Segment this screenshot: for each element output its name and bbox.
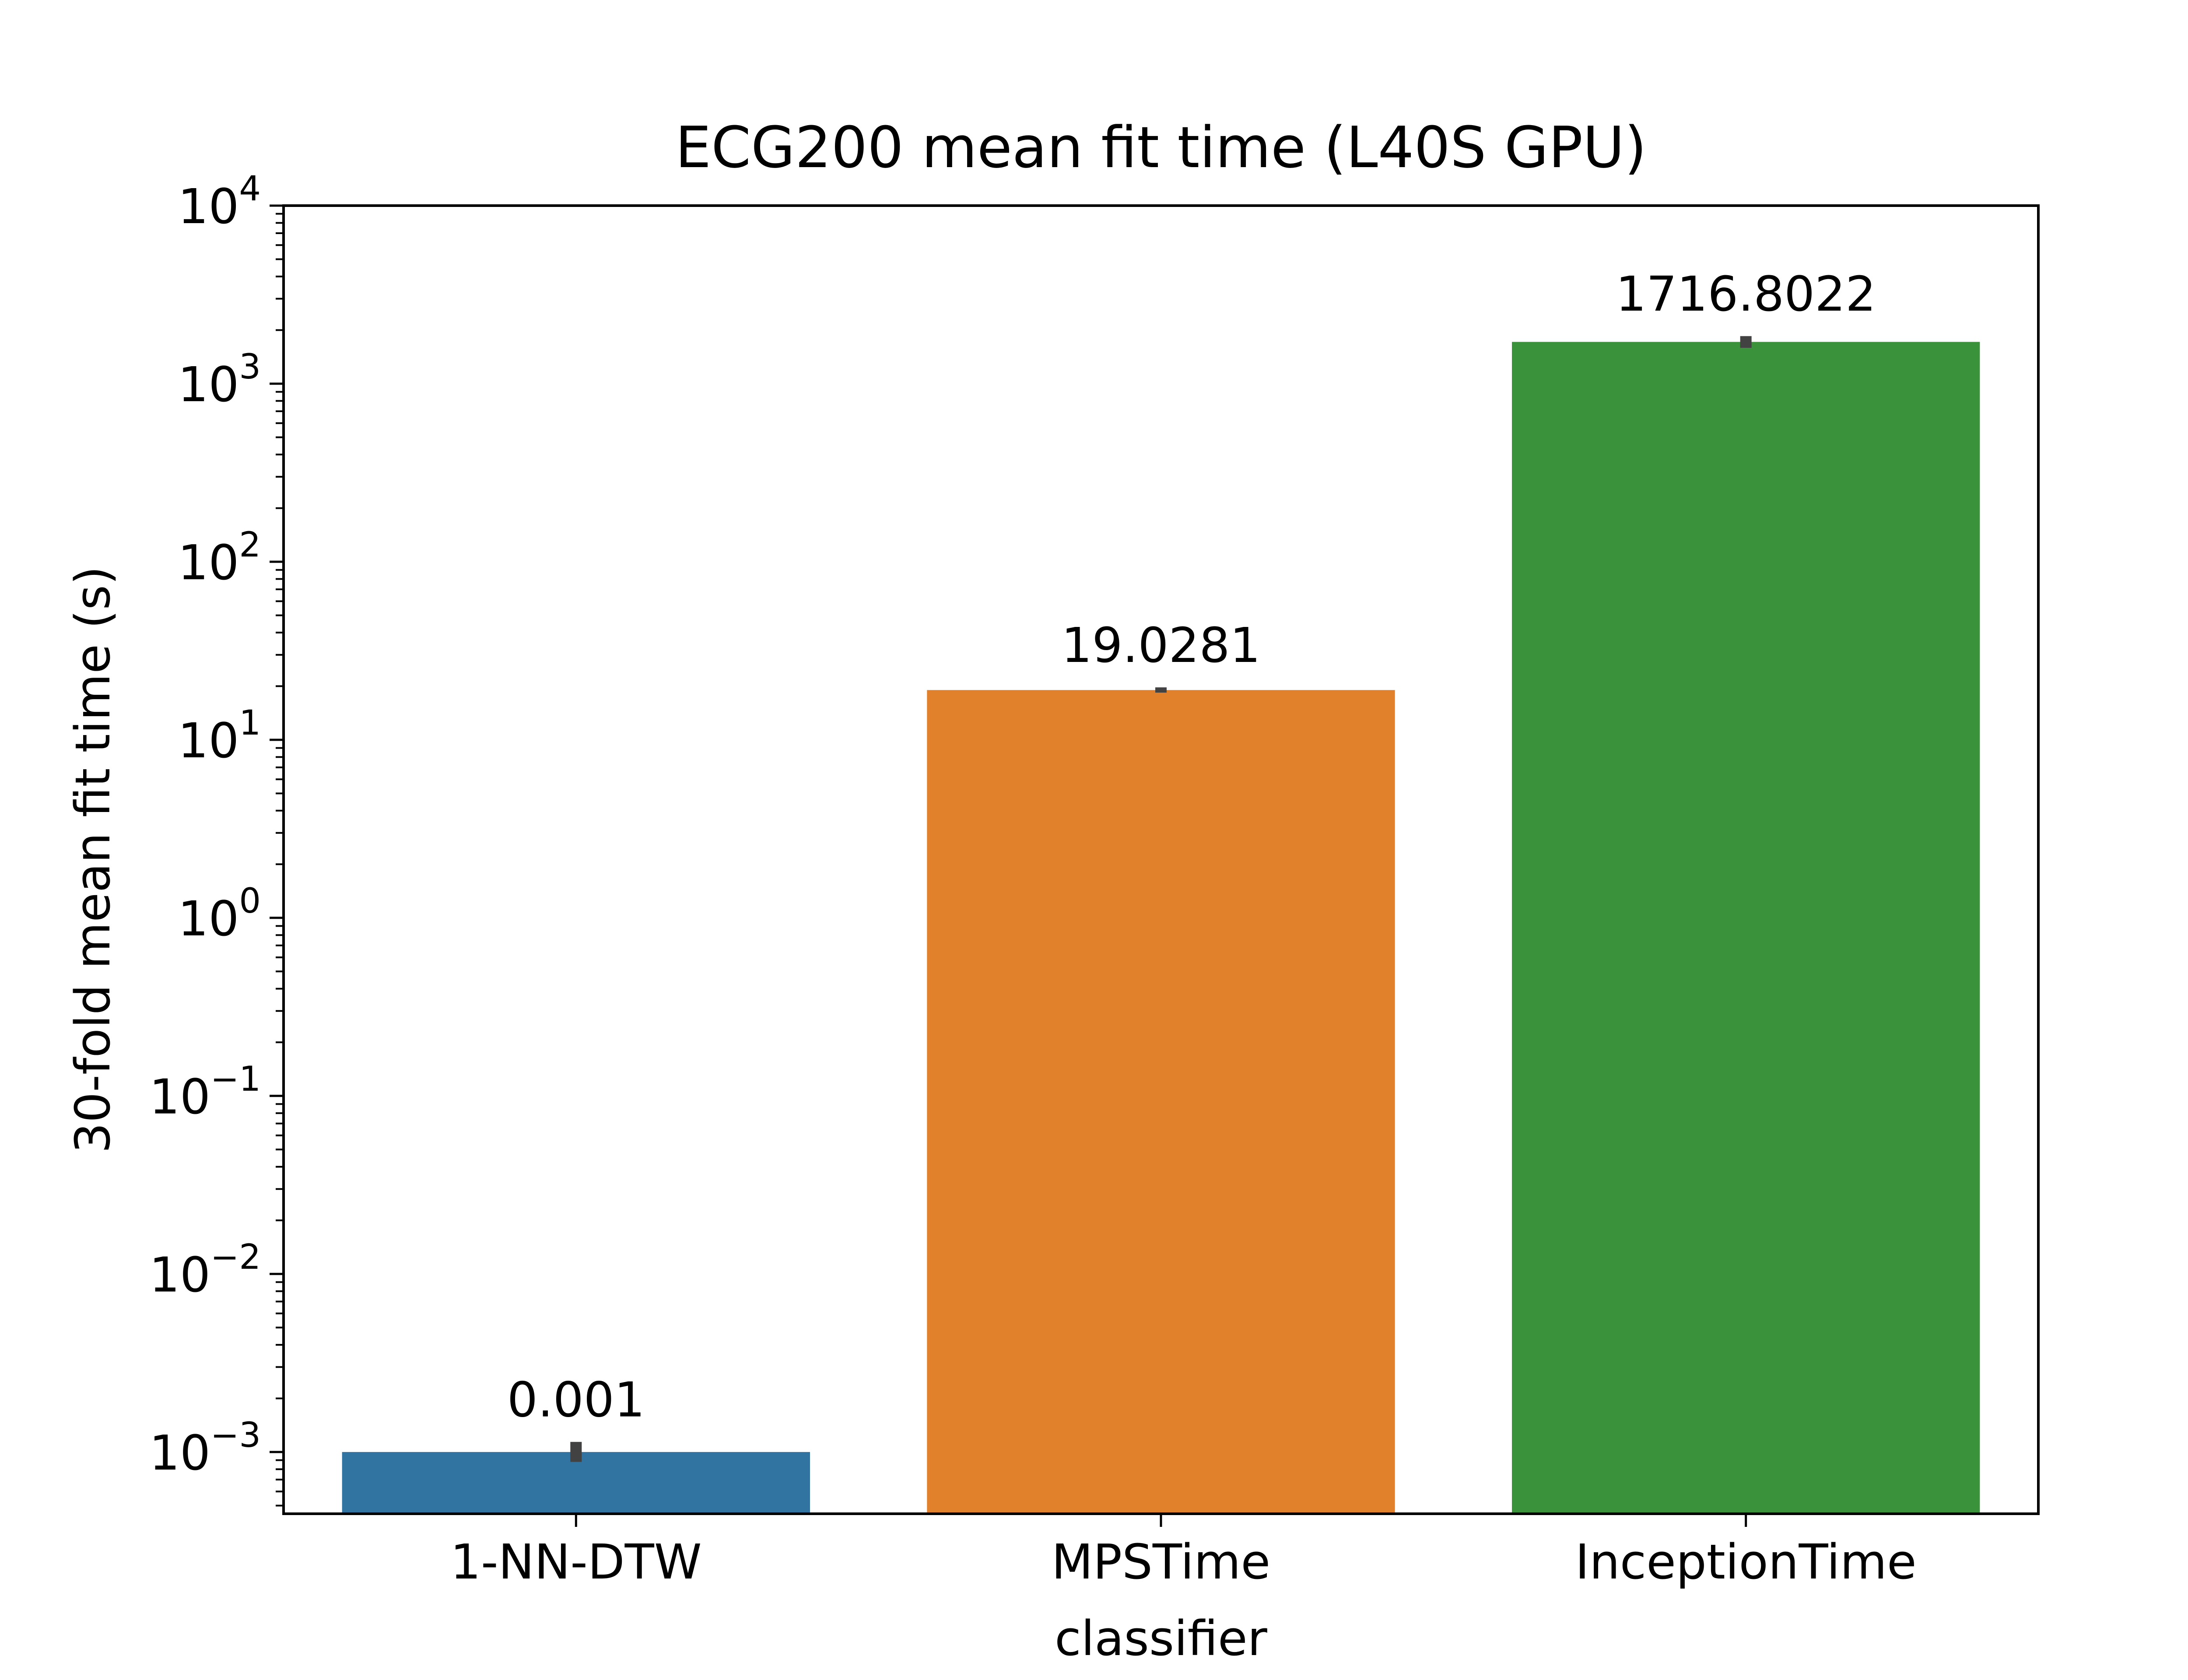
y-tick-base: 10 [149,1247,210,1303]
error-bars-layer [570,336,1752,1462]
y-tick-base: 10 [149,1425,210,1481]
y-tick-label: 103 [178,347,261,413]
y-tick-base: 10 [178,535,239,591]
y-tick-base: 10 [178,357,239,413]
y-tick-label: 102 [178,525,261,591]
y-axis-label: 30-fold mean fit time (s) [65,566,121,1153]
y-tick-exponent: 2 [239,525,261,565]
y-tick-label: 10−3 [149,1416,261,1481]
y-tick-exponent: 0 [239,882,261,921]
y-tick-label: 100 [178,882,261,947]
y-tick-exponent: −3 [210,1416,261,1455]
x-axis: 1-NN-DTW MPSTime InceptionTime [450,1514,1917,1590]
x-axis-label: classifier [1055,1610,1268,1666]
y-tick-base: 10 [178,178,239,234]
bar-inceptiontime [1512,342,1980,1514]
y-tick-exponent: 3 [239,347,261,387]
x-tick-label-1-nn-dtw: 1-NN-DTW [450,1534,702,1590]
value-labels-layer: 0.001 19.0281 1716.8022 [507,266,1876,1428]
x-tick-label-inceptiontime: InceptionTime [1575,1534,1917,1590]
y-tick-label: 10−2 [149,1238,261,1303]
bar-mpstime [927,690,1395,1514]
y-tick-label: 104 [178,169,261,234]
value-label-1-nn-dtw: 0.001 [507,1372,645,1428]
y-tick-base: 10 [149,1069,210,1125]
y-tick-exponent: −1 [210,1060,261,1099]
value-label-mpstime: 19.0281 [1062,617,1261,673]
y-tick-base: 10 [178,713,239,769]
y-tick-exponent: 1 [239,704,261,743]
chart-title: ECG200 mean fit time (L40S GPU) [675,114,1647,181]
value-label-inceptiontime: 1716.8022 [1616,266,1876,322]
y-tick-exponent: −2 [210,1238,261,1277]
x-tick-label-mpstime: MPSTime [1052,1534,1270,1590]
y-tick-base: 10 [178,891,239,947]
bars-layer [342,342,1980,1514]
y-tick-exponent: 4 [239,169,261,209]
bar-1-nn-dtw [342,1452,810,1514]
y-tick-label: 101 [178,704,261,769]
y-tick-label: 10−1 [149,1060,261,1125]
